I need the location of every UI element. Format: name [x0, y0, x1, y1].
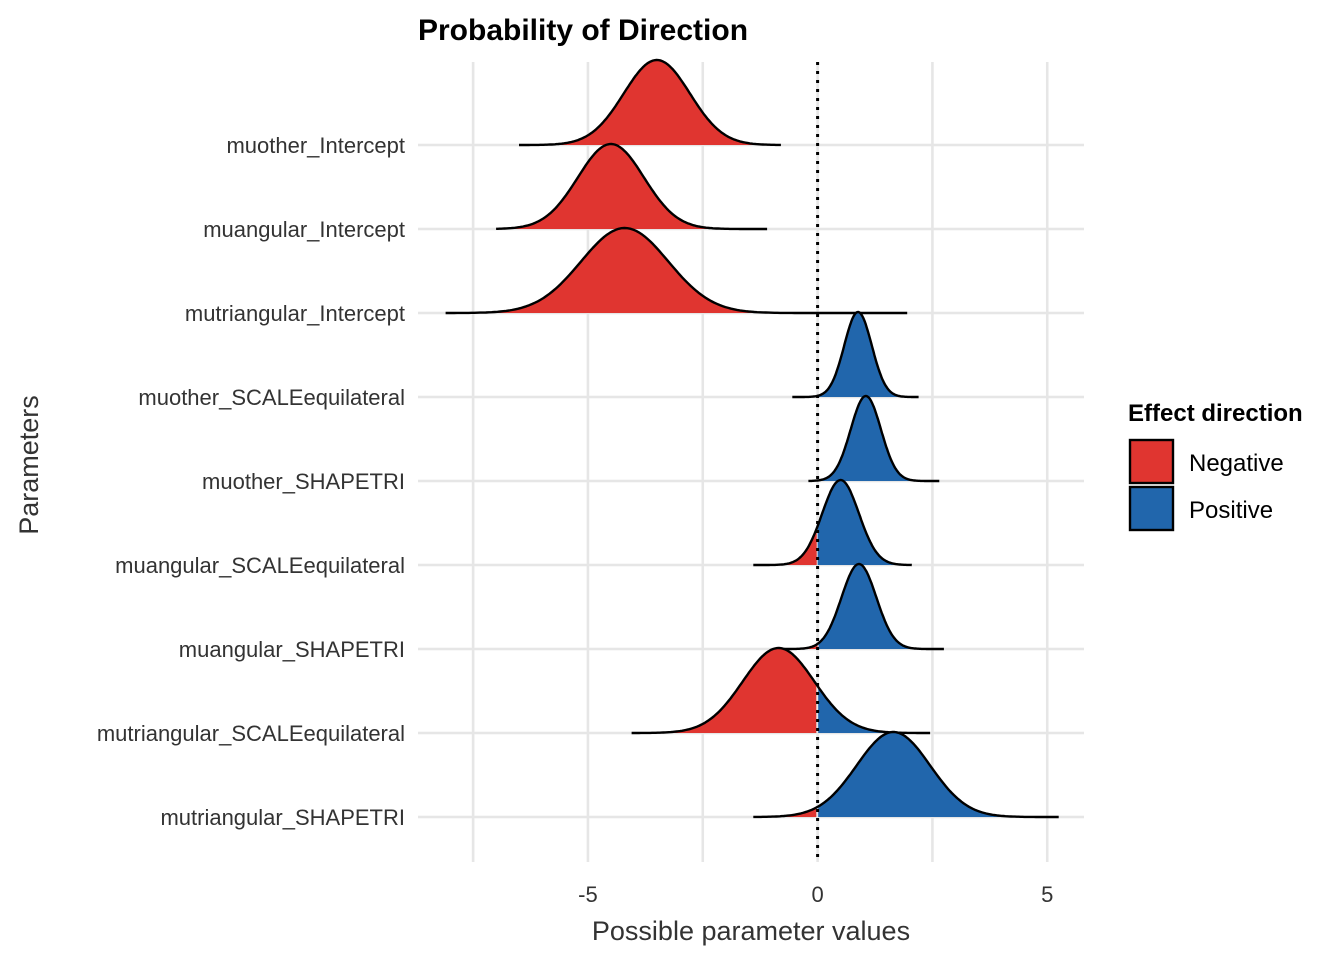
density-outline	[631, 646, 931, 735]
grid-lines	[418, 62, 1084, 862]
y-axis-title: Parameters	[14, 395, 44, 535]
x-tick-label: 0	[811, 882, 823, 907]
density-area-negative	[496, 144, 768, 229]
density-outline	[519, 58, 781, 147]
density-area-negative	[519, 60, 781, 145]
y-tick-label: muother_Intercept	[226, 133, 405, 158]
density-area-negative	[445, 228, 815, 313]
legend-swatch	[1128, 438, 1175, 485]
density-area-positive	[817, 312, 919, 397]
legend-swatch	[1128, 485, 1175, 532]
density-area-positive	[818, 396, 940, 481]
legend-label: Negative	[1189, 450, 1284, 477]
x-tick-labels: -5 0 5	[578, 882, 1053, 907]
y-tick-labels: muother_Intercept muangular_Interceptmutr…	[97, 133, 405, 830]
y-tick-label: mutriangular_SCALEequilateral	[97, 721, 405, 746]
density-ridges	[445, 58, 1059, 819]
density-outline	[753, 730, 1059, 819]
legend-label: Positive	[1189, 497, 1273, 524]
y-tick-label: muother_SCALEequilateral	[138, 385, 405, 410]
y-tick-label: muangular_Intercept	[203, 217, 405, 242]
y-tick-label: muother_SHAPETRI	[202, 469, 405, 494]
density-area-positive	[818, 686, 931, 733]
y-tick-label: muangular_SCALEequilateral	[115, 553, 405, 578]
y-tick-label: mutriangular_SHAPETRI	[160, 805, 405, 830]
density-area-positive	[817, 480, 912, 565]
density-outline	[780, 562, 945, 651]
legend-title: Effect direction	[1128, 400, 1303, 427]
density-outline	[753, 478, 912, 567]
density-outline	[496, 142, 768, 231]
density-area-positive	[818, 564, 944, 649]
density-outline	[791, 310, 920, 399]
density-area-positive	[818, 732, 1059, 817]
density-area-negative	[631, 648, 817, 733]
y-tick-label: mutriangular_Intercept	[185, 301, 405, 326]
density-outline	[808, 394, 940, 483]
x-tick-label: -5	[578, 882, 598, 907]
legend: Effect direction Negative Positive	[1128, 400, 1303, 532]
x-tick-label: 5	[1041, 882, 1053, 907]
x-axis-title: Possible parameter values	[592, 916, 910, 946]
chart-title: Probability of Direction	[418, 14, 748, 47]
density-outline	[445, 226, 908, 315]
y-tick-label: muangular_SHAPETRI	[179, 637, 405, 662]
density-area-negative	[753, 528, 817, 565]
